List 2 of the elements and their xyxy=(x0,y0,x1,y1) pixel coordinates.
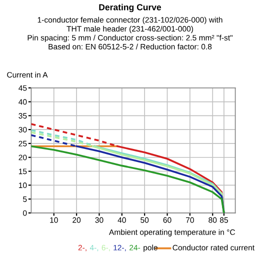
line-series xyxy=(31,145,225,213)
chart-title: Derating Curve xyxy=(99,4,162,12)
